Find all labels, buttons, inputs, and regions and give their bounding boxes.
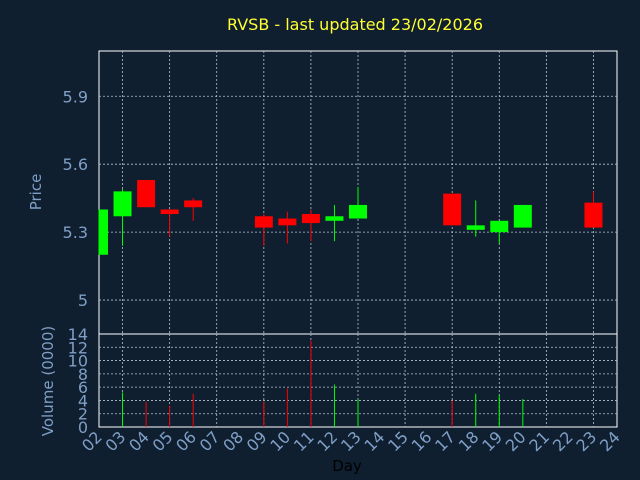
- candle-body: [137, 180, 156, 208]
- candle-body: [160, 209, 179, 215]
- day-tick-label: 24: [596, 427, 624, 455]
- price-tick-label: 5.3: [63, 223, 88, 242]
- price-tick-label: 5.9: [63, 87, 88, 106]
- candle-body: [301, 214, 320, 224]
- price-tick-label: 5.6: [63, 155, 88, 174]
- candle-03: [113, 189, 132, 246]
- volume-tick-label: 14: [68, 325, 88, 344]
- candle-10: [278, 211, 297, 244]
- candle-body: [278, 218, 297, 226]
- candle-body: [466, 225, 485, 230]
- candle-body: [490, 220, 509, 233]
- candle-06: [184, 198, 203, 221]
- day-axis-ticks: 0203040506070809101112131415161718192021…: [78, 427, 624, 455]
- chart-title: RVSB - last updated 23/02/2026: [227, 15, 483, 34]
- price-axis-label: Price: [27, 174, 45, 211]
- volume-tick-label: 2: [78, 405, 88, 424]
- candle-04: [137, 180, 156, 208]
- candle-body: [99, 209, 108, 255]
- volume-tick-label: 12: [68, 338, 88, 357]
- volume-tick-label: 10: [68, 352, 88, 371]
- volume-tick-label: 4: [78, 391, 88, 410]
- candle-body: [254, 216, 273, 228]
- candle-body: [349, 204, 367, 219]
- candle-18: [466, 200, 485, 237]
- volume-tick-label: 8: [78, 365, 88, 384]
- price-panel: 5 5.3 5.6 5.9 Price: [27, 50, 618, 335]
- price-y-ticks: 5 5.3 5.6 5.9: [63, 87, 88, 310]
- candle-19: [490, 220, 509, 244]
- price-tick-label: 5: [78, 291, 88, 310]
- volume-tick-label: 0: [78, 418, 88, 437]
- candle-17: [443, 193, 462, 226]
- volume-bars: [122, 340, 524, 427]
- candles: [98, 180, 603, 255]
- day-axis-label: Day: [332, 457, 362, 475]
- candle-09: [254, 214, 273, 246]
- candle-body: [513, 204, 532, 228]
- candle-body: [184, 200, 203, 208]
- candle-20: [513, 204, 532, 228]
- volume-tick-label: 6: [78, 378, 88, 397]
- candle-12: [325, 204, 344, 242]
- candle-body: [584, 202, 603, 228]
- candle-body: [325, 216, 344, 221]
- candle-13: [349, 186, 367, 219]
- candle-body: [113, 191, 132, 217]
- volume-axis-label: Volume (0000): [39, 326, 57, 436]
- candle-body: [443, 193, 462, 226]
- candle-05: [160, 209, 179, 237]
- candle-02: [98, 209, 108, 255]
- candle-23: [584, 191, 603, 228]
- candle-11: [301, 209, 320, 242]
